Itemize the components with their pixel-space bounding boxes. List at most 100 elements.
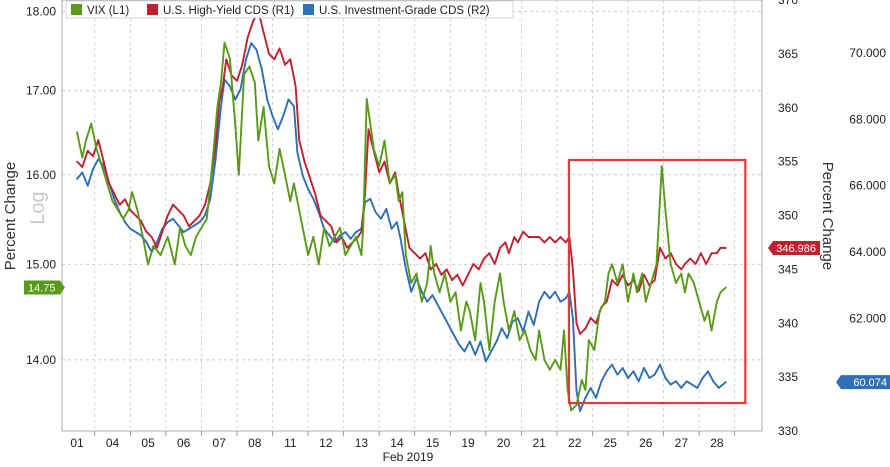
series-point-investment-grade bbox=[724, 381, 727, 383]
series-point-high-yield bbox=[188, 225, 190, 228]
legend-label-high-yield: U.S. High-Yield CDS (R1) bbox=[163, 5, 294, 17]
series-point-investment-grade bbox=[506, 337, 509, 340]
series-point-investment-grade bbox=[621, 367, 624, 369]
plot-frame bbox=[61, 0, 763, 432]
series-point-investment-grade bbox=[410, 290, 413, 293]
series-point-vix bbox=[262, 106, 265, 108]
series-point-high-yield bbox=[435, 263, 437, 265]
series-point-high-yield bbox=[467, 273, 469, 276]
series-point-high-yield bbox=[653, 279, 656, 281]
badge-shape bbox=[836, 375, 890, 390]
series-point-high-yield bbox=[273, 58, 276, 61]
x-tick-label: 15 bbox=[426, 436, 440, 450]
series-point-vix bbox=[664, 209, 667, 211]
series-point-high-yield bbox=[579, 333, 581, 335]
series-point-vix bbox=[328, 245, 331, 247]
legend-swatch-high-yield bbox=[147, 4, 158, 15]
series-point-investment-grade bbox=[516, 317, 519, 320]
x-tick-label: 26 bbox=[639, 436, 653, 450]
series-point-investment-grade bbox=[495, 340, 498, 343]
right2-tick-label: 64.000 bbox=[849, 245, 886, 259]
series-point-high-yield bbox=[150, 236, 153, 238]
series-point-vix bbox=[362, 226, 365, 229]
series-point-high-yield bbox=[156, 246, 158, 249]
series-point-high-yield bbox=[605, 300, 608, 303]
series-point-investment-grade bbox=[301, 174, 304, 177]
series-point-high-yield bbox=[177, 209, 180, 212]
series-point-investment-grade bbox=[680, 387, 683, 389]
series-point-high-yield bbox=[394, 171, 397, 174]
series-point-investment-grade bbox=[474, 353, 477, 356]
left-tick-label: 14.00 bbox=[26, 353, 56, 367]
series-point-investment-grade bbox=[333, 241, 336, 243]
series-point-high-yield bbox=[461, 284, 464, 287]
series-point-high-yield bbox=[413, 252, 416, 255]
series-point-investment-grade bbox=[605, 370, 608, 373]
series-point-high-yield bbox=[611, 279, 613, 281]
series-point-high-yield bbox=[262, 31, 265, 34]
series-point-investment-grade bbox=[255, 48, 258, 51]
series-point-vix bbox=[248, 65, 251, 68]
series-point-high-yield bbox=[456, 273, 459, 276]
x-tick-label: 06 bbox=[177, 436, 191, 450]
series-point-high-yield bbox=[124, 198, 126, 201]
series-point-investment-grade bbox=[447, 324, 450, 326]
series-point-vix bbox=[598, 310, 601, 313]
series-point-vix bbox=[703, 319, 706, 322]
series-point-vix bbox=[378, 165, 381, 168]
right2-tick-label: 68.000 bbox=[849, 112, 886, 126]
series-point-high-yield bbox=[241, 63, 244, 66]
series-point-vix bbox=[570, 409, 572, 412]
series-point-vix bbox=[166, 235, 169, 238]
series-point-high-yield bbox=[472, 263, 475, 265]
series-point-investment-grade bbox=[250, 42, 253, 44]
series-point-high-yield bbox=[513, 236, 516, 238]
series-point-high-yield bbox=[724, 247, 727, 249]
series-point-high-yield bbox=[161, 230, 164, 233]
series-point-investment-grade bbox=[266, 98, 269, 101]
series-point-vix bbox=[716, 300, 718, 303]
series-point-vix bbox=[438, 291, 441, 294]
series-point-investment-grade bbox=[369, 198, 372, 200]
left-tick-label: 18.00 bbox=[26, 5, 56, 19]
series-point-vix bbox=[449, 300, 452, 303]
series-point-high-yield bbox=[198, 214, 201, 217]
series-point-high-yield bbox=[508, 252, 510, 255]
series-point-high-yield bbox=[92, 155, 94, 158]
series-point-investment-grade bbox=[468, 340, 471, 343]
series-point-high-yield bbox=[527, 236, 530, 238]
series-point-high-yield bbox=[367, 128, 370, 131]
right1-tick-label: 365 bbox=[778, 47, 798, 61]
series-point-investment-grade bbox=[296, 151, 299, 154]
right-axis-title: Percent Change bbox=[819, 162, 836, 270]
series-point-investment-grade bbox=[431, 294, 434, 296]
series-point-high-yield bbox=[493, 263, 496, 265]
series-point-vix bbox=[195, 235, 198, 238]
series-point-high-yield bbox=[113, 193, 116, 195]
series-point-investment-grade bbox=[344, 231, 347, 234]
series-point-vix bbox=[117, 209, 119, 211]
series-point-high-yield bbox=[246, 36, 249, 39]
series-point-vix bbox=[429, 245, 432, 247]
series-point-high-yield bbox=[564, 241, 567, 244]
series-point-high-yield bbox=[303, 160, 306, 163]
series-point-vix bbox=[95, 148, 98, 150]
series-point-high-yield bbox=[129, 209, 132, 212]
series-point-investment-grade bbox=[172, 217, 174, 220]
series-point-investment-grade bbox=[399, 237, 402, 240]
series-point-vix bbox=[189, 254, 192, 256]
series-point-vix bbox=[420, 300, 423, 303]
series-point-investment-grade bbox=[198, 221, 201, 224]
series-point-investment-grade bbox=[134, 231, 137, 234]
right1-tick-label: 335 bbox=[778, 370, 798, 384]
series-point-vix bbox=[611, 263, 613, 266]
series-point-investment-grade bbox=[113, 198, 116, 200]
series-point-high-yield bbox=[538, 236, 540, 238]
series-point-investment-grade bbox=[385, 208, 388, 210]
right1-tick-label: 330 bbox=[778, 424, 798, 438]
series-point-vix bbox=[548, 368, 551, 371]
series-point-vix bbox=[257, 139, 260, 142]
series-point-high-yield bbox=[429, 268, 432, 271]
right1-tick-label: 350 bbox=[778, 209, 798, 223]
series-line-vix bbox=[76, 41, 727, 412]
